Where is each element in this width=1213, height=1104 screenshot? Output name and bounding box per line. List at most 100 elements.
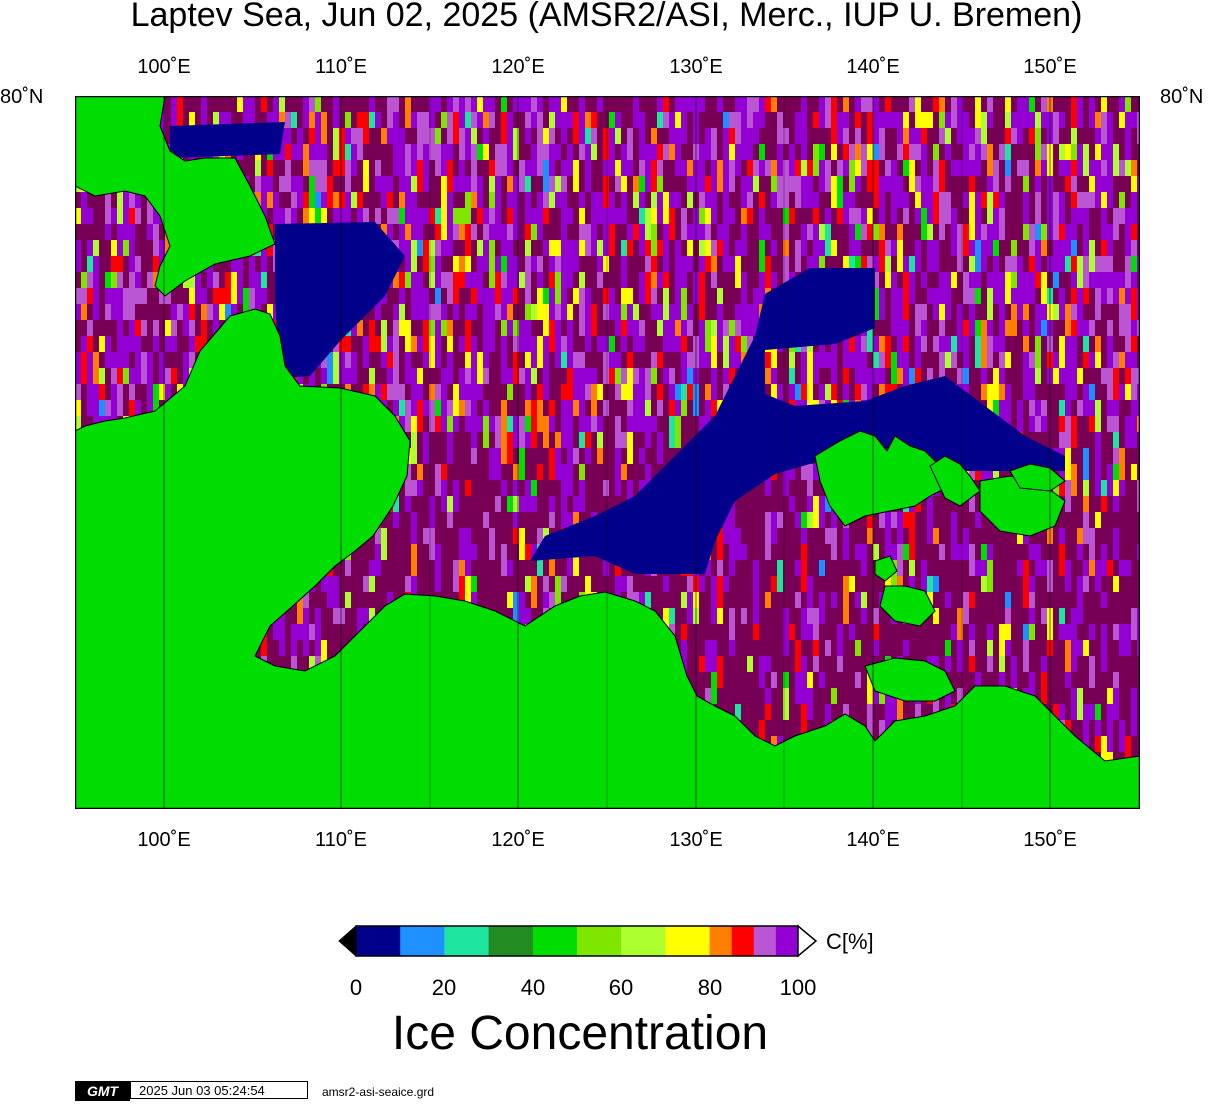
ice-cell xyxy=(1023,560,1029,576)
ice-cell xyxy=(1011,112,1017,128)
ice-cell xyxy=(1077,288,1083,304)
ice-cell xyxy=(837,160,843,176)
ice-cell xyxy=(309,624,315,640)
ice-cell xyxy=(627,320,633,336)
ice-cell xyxy=(771,512,777,544)
ice-cell xyxy=(513,272,519,288)
colorbar-bin xyxy=(665,926,711,956)
ice-cell xyxy=(783,672,789,688)
ice-cell xyxy=(771,576,777,592)
ice-cell xyxy=(195,288,201,304)
ice-cell xyxy=(657,144,663,160)
ice-cell xyxy=(615,384,621,400)
ice-cell xyxy=(1095,272,1101,288)
ice-cell xyxy=(1095,560,1101,592)
ice-cell xyxy=(855,640,861,656)
ice-cell xyxy=(483,416,489,448)
ice-cell xyxy=(711,320,717,336)
ice-cell xyxy=(369,576,375,592)
ice-cell xyxy=(429,304,435,320)
ice-cell xyxy=(885,512,891,544)
ice-cell xyxy=(453,176,459,192)
ice-cell xyxy=(471,192,477,208)
ice-cell xyxy=(831,384,837,400)
ice-cell xyxy=(381,320,387,352)
ice-cell xyxy=(735,96,741,112)
ice-cell xyxy=(441,320,447,336)
ice-cell xyxy=(171,368,177,384)
ice-cell xyxy=(501,432,507,464)
ice-cell xyxy=(489,416,495,432)
ice-cell xyxy=(921,144,927,160)
ice-cell xyxy=(447,496,453,512)
ice-cell xyxy=(1137,320,1140,336)
ice-cell xyxy=(759,96,765,128)
ice-cell xyxy=(507,592,513,608)
ice-cell xyxy=(969,544,975,576)
ice-cell xyxy=(921,208,927,240)
ice-cell xyxy=(717,576,723,608)
ice-cell xyxy=(711,192,717,224)
ice-cell xyxy=(1131,112,1137,128)
ice-cell xyxy=(687,176,693,192)
ice-cell xyxy=(873,224,879,240)
ice-cell xyxy=(537,112,543,144)
ice-cell xyxy=(663,368,669,384)
ice-cell xyxy=(1077,368,1083,384)
ice-cell xyxy=(1065,336,1071,368)
ice-cell xyxy=(1095,464,1101,496)
ice-cell xyxy=(747,656,753,672)
ice-cell xyxy=(1137,176,1140,192)
ice-cell xyxy=(897,304,903,336)
ice-cell xyxy=(873,368,879,384)
ice-cell xyxy=(399,192,405,208)
ice-cell xyxy=(81,304,87,320)
ice-cell xyxy=(1017,400,1023,432)
ice-cell xyxy=(687,320,693,336)
ice-cell xyxy=(969,256,975,272)
ice-cell xyxy=(1071,368,1077,400)
ice-cell xyxy=(375,176,381,192)
ice-cell xyxy=(531,496,537,512)
ice-cell xyxy=(957,320,963,352)
ice-cell xyxy=(381,128,387,144)
ice-cell xyxy=(897,128,903,144)
ice-cell xyxy=(291,640,297,656)
ice-cell xyxy=(765,592,771,608)
ice-cell xyxy=(405,192,411,224)
ice-cell xyxy=(117,288,123,304)
ice-cell xyxy=(99,368,105,384)
ice-cell xyxy=(867,96,873,112)
ice-cell xyxy=(1119,160,1125,176)
ice-cell xyxy=(405,144,411,160)
ice-cell xyxy=(957,160,963,176)
ice-cell xyxy=(543,352,549,368)
ice-cell xyxy=(939,304,945,320)
ice-cell xyxy=(375,208,381,224)
ice-cell xyxy=(801,512,807,528)
ice-cell xyxy=(969,496,975,512)
ice-cell xyxy=(1077,608,1083,624)
ice-cell xyxy=(483,144,489,160)
ice-cell xyxy=(777,512,783,528)
ice-cell xyxy=(315,160,321,192)
ice-cell xyxy=(435,144,441,176)
ice-cell xyxy=(1107,560,1113,576)
ice-cell xyxy=(1065,304,1071,320)
ice-cell xyxy=(1101,272,1107,288)
ice-cell xyxy=(909,144,915,160)
ice-cell xyxy=(495,208,501,240)
ice-cell xyxy=(585,336,591,352)
ice-cell xyxy=(807,464,813,496)
ice-cell xyxy=(651,160,657,192)
ice-cell xyxy=(1077,576,1083,608)
ice-cell xyxy=(573,384,579,400)
ice-cell xyxy=(465,304,471,320)
ice-cell xyxy=(261,96,267,112)
ice-cell xyxy=(117,384,123,416)
ice-cell xyxy=(351,368,357,384)
ice-cell xyxy=(729,544,735,576)
ice-cell xyxy=(675,336,681,352)
ice-cell xyxy=(813,144,819,176)
ice-cell xyxy=(435,464,441,496)
